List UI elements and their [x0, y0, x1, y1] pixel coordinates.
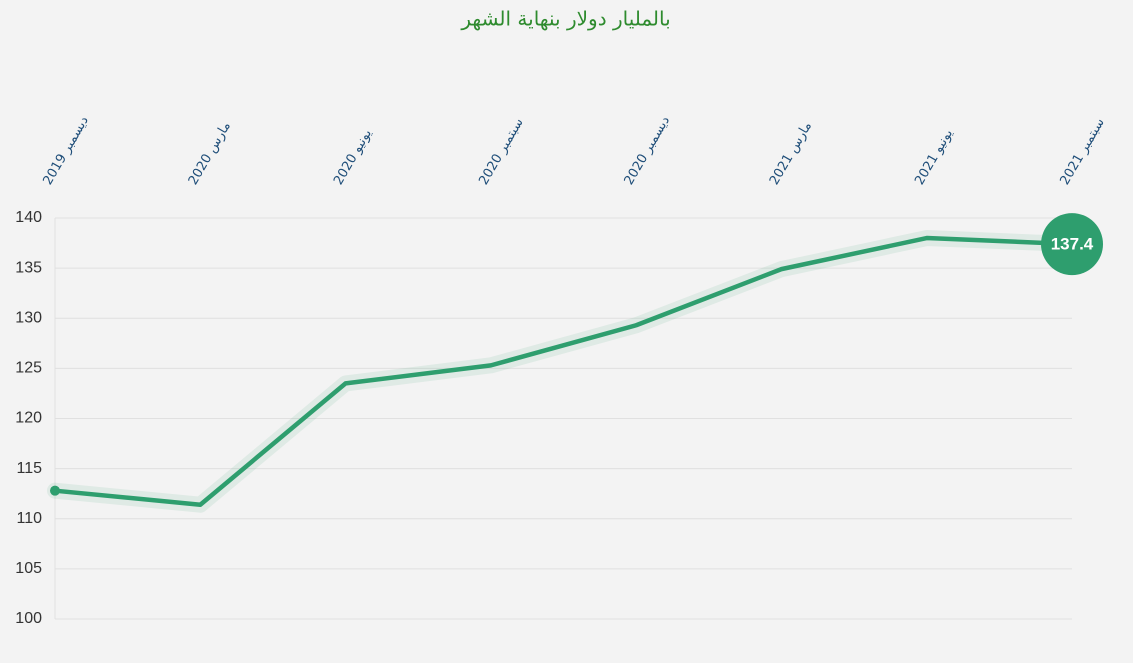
chart-subtitle: بالمليار دولار بنهاية الشهر [460, 7, 670, 31]
y-tick-label: 100 [15, 610, 42, 627]
start-point [50, 485, 60, 496]
end-bubble [1041, 213, 1103, 276]
y-tick-label: 140 [15, 209, 42, 226]
y-tick-label: 130 [15, 309, 42, 326]
value-label: 137.4 [1051, 235, 1094, 254]
y-tick-label: 120 [15, 410, 42, 427]
line [54, 235, 1073, 507]
y-tick-label: 105 [15, 560, 42, 577]
y-tick-label: 125 [15, 360, 42, 377]
y-tick-label: 115 [16, 460, 42, 477]
y-tick-label: 135 [15, 259, 42, 276]
y-tick-label: 110 [16, 510, 42, 527]
